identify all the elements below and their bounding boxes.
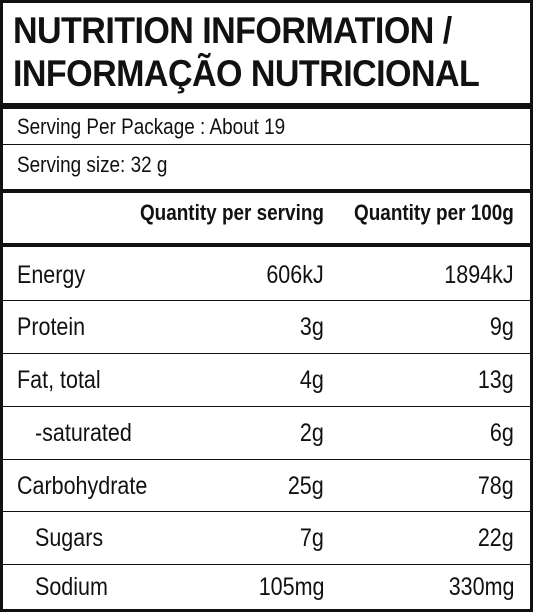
table-row: Sodium 105mg 330mg (3, 561, 530, 613)
per-serving-value: 2g (300, 419, 324, 447)
nutrient-name: Protein (17, 313, 86, 341)
title-line-portuguese: INFORMAÇÃO NUTRICIONAL (13, 53, 480, 94)
serving-per-package: Serving Per Package : About 19 (17, 114, 286, 139)
per-100g-value: 9g (490, 313, 514, 341)
title-divider (3, 103, 530, 109)
nutrient-name: -saturated (35, 419, 132, 447)
nutrient-name: Energy (17, 261, 86, 289)
nutrient-name: Fat, total (17, 366, 101, 394)
row-divider (3, 300, 530, 301)
per-100g-value: 22g (478, 524, 514, 552)
serving-divider (3, 144, 530, 145)
row-divider (3, 353, 530, 354)
per-100g-value: 1894kJ (444, 261, 514, 289)
per-serving-value: 105mg (258, 573, 324, 601)
row-divider (3, 564, 530, 565)
title-line-english: NUTRITION INFORMATION / (13, 10, 452, 51)
per-serving-value: 606kJ (266, 261, 324, 289)
per-100g-value: 6g (490, 419, 514, 447)
panel-title: NUTRITION INFORMATION / INFORMAÇÃO NUTRI… (13, 9, 487, 95)
table-row: Protein 3g 9g (3, 301, 530, 353)
table-row: Carbohydrate 25g 78g (3, 460, 530, 512)
per-100g-value: 78g (478, 472, 514, 500)
nutrient-name: Sugars (35, 524, 104, 552)
per-serving-value: 25g (288, 472, 324, 500)
header-per-serving: Quantity per serving (140, 200, 324, 225)
header-divider-top (3, 189, 530, 193)
row-divider (3, 459, 530, 460)
per-serving-value: 3g (300, 313, 324, 341)
per-100g-value: 330mg (448, 573, 514, 601)
row-divider (3, 511, 530, 512)
table-row: Fat, total 4g 13g (3, 354, 530, 406)
row-divider (3, 406, 530, 407)
header-divider-bottom (3, 243, 530, 247)
nutrient-name: Carbohydrate (17, 472, 148, 500)
table-row: -saturated 2g 6g (3, 407, 530, 459)
per-serving-value: 4g (300, 366, 324, 394)
table-row: Sugars 7g 22g (3, 512, 530, 564)
per-100g-value: 13g (478, 366, 514, 394)
serving-size: Serving size: 32 g (17, 152, 168, 177)
per-serving-value: 7g (300, 524, 324, 552)
nutrient-name: Sodium (35, 573, 108, 601)
table-row: Energy 606kJ 1894kJ (3, 249, 530, 301)
header-per-100g: Quantity per 100g (354, 200, 514, 225)
